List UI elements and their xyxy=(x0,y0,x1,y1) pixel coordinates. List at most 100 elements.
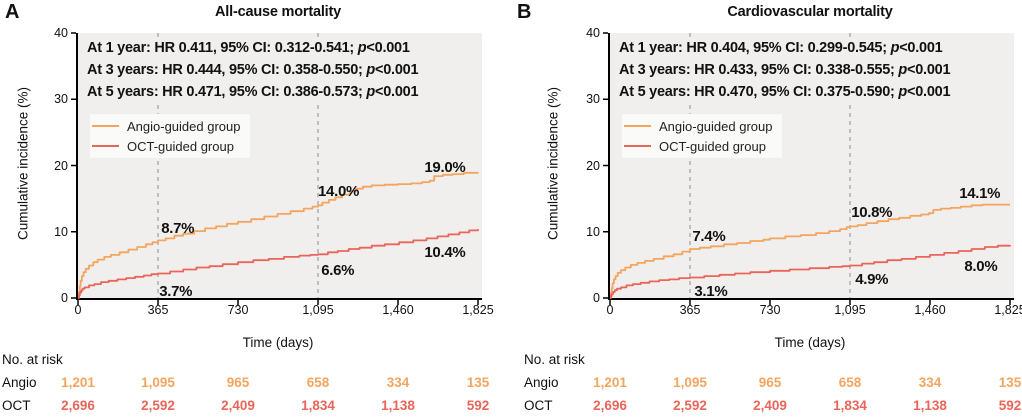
p-value: <0.001 xyxy=(375,62,419,78)
survival-curve-angio xyxy=(610,203,1010,299)
hr-annotation-block: At 1 year: HR 0.404, 95% CI: 0.299-0.545… xyxy=(619,37,959,105)
y-tick-label: 30 xyxy=(54,92,68,107)
survival-curve-angio xyxy=(78,171,479,299)
p-italic: p xyxy=(366,84,376,100)
hr-annotation-line: At 3 years: HR 0.444, 95% CI: 0.358-0.55… xyxy=(87,59,419,81)
y-tick-label: 10 xyxy=(586,224,600,239)
hr-annotation-block: At 1 year: HR 0.411, 95% CI: 0.312-0.541… xyxy=(87,37,427,105)
hr-annotation-line: At 5 years: HR 0.470, 95% CI: 0.375-0.59… xyxy=(619,81,951,103)
legend-item: OCT-guided group xyxy=(624,136,772,156)
at-risk-value: 965 xyxy=(226,375,250,390)
at-risk-row-label: OCT xyxy=(2,398,31,413)
x-axis-title: Time (days) xyxy=(774,335,846,350)
at-risk-value: 2,409 xyxy=(753,398,787,413)
percent-label: 8.7% xyxy=(161,220,195,238)
percent-label: 4.9% xyxy=(855,271,889,289)
at-risk-value: 1,095 xyxy=(673,375,707,390)
y-tick-mark xyxy=(71,32,76,34)
panel-title: All-cause mortality xyxy=(215,4,341,20)
legend: Angio-guided group OCT-guided group xyxy=(622,114,783,158)
hr-text: At 5 years: HR 0.471, 95% CI: 0.386-0.57… xyxy=(87,84,367,100)
hr-text: At 3 years: HR 0.444, 95% CI: 0.358-0.55… xyxy=(87,62,367,78)
legend-item: Angio-guided group xyxy=(624,116,772,136)
percent-label: 8.0% xyxy=(964,257,998,275)
legend-label: OCT-guided group xyxy=(127,138,234,154)
legend-item: Angio-guided group xyxy=(92,116,240,136)
hr-text: At 1 year: HR 0.411, 95% CI: 0.312-0.541… xyxy=(87,40,358,56)
x-tick-label: 0 xyxy=(606,303,614,317)
at-risk-value: 965 xyxy=(758,375,782,390)
hr-annotation-line: At 3 years: HR 0.433, 95% CI: 0.338-0.55… xyxy=(619,59,951,81)
x-tick-label: 365 xyxy=(679,303,701,317)
at-risk-value: 1,138 xyxy=(381,398,415,413)
x-tick-label: 1,095 xyxy=(302,303,334,317)
legend: Angio-guided group OCT-guided group xyxy=(90,114,251,158)
panel-label: B xyxy=(517,1,531,23)
p-value: <0.001 xyxy=(375,84,419,100)
legend-line-swatch-icon xyxy=(92,145,119,147)
y-tick-label: 20 xyxy=(54,158,68,173)
at-risk-value: 1,201 xyxy=(593,375,627,390)
y-axis-line xyxy=(76,33,78,300)
at-risk-value: 135 xyxy=(998,375,1022,390)
p-value: <0.001 xyxy=(366,40,410,56)
percent-label: 10.4% xyxy=(424,243,466,261)
y-tick-label: 30 xyxy=(586,92,600,107)
at-risk-value: 658 xyxy=(838,375,862,390)
p-value: <0.001 xyxy=(899,40,943,56)
at-risk-value: 2,592 xyxy=(673,398,707,413)
legend-label: Angio-guided group xyxy=(659,118,773,134)
no-at-risk-title: No. at risk xyxy=(524,352,585,367)
x-tick-label: 730 xyxy=(759,303,781,317)
at-risk-row-label: OCT xyxy=(524,398,553,413)
y-tick-label: 20 xyxy=(586,158,600,173)
at-risk-row-label: Angio xyxy=(524,375,559,390)
percent-label: 3.7% xyxy=(159,283,193,300)
legend-label: OCT-guided group xyxy=(659,138,766,154)
at-risk-value: 135 xyxy=(466,375,490,390)
p-italic: p xyxy=(898,84,908,100)
at-risk-value: 1,095 xyxy=(141,375,175,390)
x-tick-label: 1,825 xyxy=(462,303,494,317)
panel-title: Cardiovascular mortality xyxy=(727,4,893,20)
at-risk-value: 1,138 xyxy=(913,398,947,413)
legend-label: Angio-guided group xyxy=(127,118,241,134)
hr-annotation-line: At 1 year: HR 0.404, 95% CI: 0.299-0.545… xyxy=(619,37,950,59)
x-tick-label: 0 xyxy=(74,303,82,317)
y-tick-mark xyxy=(71,297,76,299)
at-risk-value: 1,834 xyxy=(833,398,867,413)
p-value: <0.001 xyxy=(907,84,951,100)
y-tick-mark xyxy=(603,164,608,167)
at-risk-value: 2,409 xyxy=(221,398,255,413)
survival-curve-oct xyxy=(78,229,479,299)
y-axis-title: Cumulative incidence (%) xyxy=(15,86,31,241)
x-axis-line xyxy=(76,298,482,300)
y-tick-mark xyxy=(603,297,608,299)
at-risk-value: 592 xyxy=(466,398,490,413)
x-tick-label: 365 xyxy=(147,303,169,317)
y-tick-mark xyxy=(71,98,76,100)
at-risk-value: 2,592 xyxy=(141,398,175,413)
hr-annotation-line: At 5 years: HR 0.471, 95% CI: 0.386-0.57… xyxy=(87,81,419,103)
x-tick-label: 1,460 xyxy=(914,303,946,317)
x-tick-label: 730 xyxy=(227,303,249,317)
y-tick-mark xyxy=(603,231,608,233)
legend-line-swatch-icon xyxy=(92,125,119,127)
legend-item: OCT-guided group xyxy=(92,136,240,156)
panel-label: A xyxy=(5,1,19,23)
percent-label: 6.6% xyxy=(321,261,355,279)
y-tick-label: 0 xyxy=(61,291,68,305)
percent-label: 10.8% xyxy=(851,204,893,222)
hr-text: At 3 years: HR 0.433, 95% CI: 0.338-0.55… xyxy=(619,62,899,78)
x-tick-label: 1,460 xyxy=(382,303,414,317)
y-tick-label: 40 xyxy=(586,26,600,40)
p-italic: p xyxy=(898,62,908,78)
p-italic: p xyxy=(357,40,367,56)
percent-label: 3.1% xyxy=(694,283,728,300)
x-tick-label: 1,095 xyxy=(834,303,866,317)
at-risk-value: 2,696 xyxy=(593,398,627,413)
percent-label: 14.0% xyxy=(318,182,360,200)
legend-line-swatch-icon xyxy=(624,125,651,127)
survival-curve-oct xyxy=(610,244,1011,299)
